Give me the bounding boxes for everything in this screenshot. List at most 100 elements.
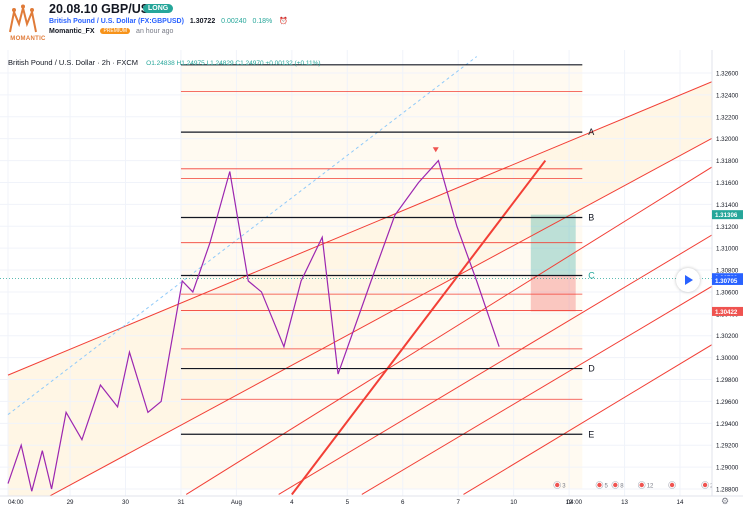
time-tick-label: 13 [621, 499, 628, 506]
level-label-e: E [588, 429, 594, 439]
event-flag-dot [613, 482, 618, 488]
event-flag-dot [702, 482, 708, 488]
price-tick-label: 1.28800 [716, 487, 739, 494]
channel-line [185, 166, 712, 495]
wave-polyline [7, 159, 500, 492]
legend-ohlc: O1.24838 H1.24975 L1.24829 C1.24970 +0.0… [146, 60, 321, 67]
economic-events[interactable]: 3 5 8 12 2 [553, 481, 714, 490]
price-tick-label: 1.29600 [716, 399, 739, 406]
price-tick-label: 1.30200 [716, 333, 739, 340]
time-tick-label: 14 [677, 499, 684, 506]
event-count-label: 8 [620, 484, 624, 490]
price-tick-label: 1.32400 [716, 92, 739, 99]
price-tick-label: 1.29000 [716, 465, 739, 472]
event-count-label: 12 [647, 484, 654, 490]
gear-icon[interactable]: ⚙ [721, 496, 730, 506]
level-label-a: A [588, 127, 594, 137]
price-tick-label: 1.29400 [716, 421, 739, 428]
time-tick-label: 30 [122, 499, 129, 506]
price-tick-label: 1.31200 [716, 224, 739, 231]
level-zone-fill [180, 64, 583, 490]
price-tick-label: 1.31800 [716, 158, 739, 165]
channel-lines[interactable] [7, 64, 743, 509]
channel-line [291, 159, 547, 496]
level-label-b: B [588, 213, 594, 223]
channel-line [278, 234, 712, 495]
long-position-tool[interactable] [530, 214, 576, 312]
time-tick-label: 04:00 [8, 499, 24, 506]
price-axis[interactable]: 1.32600 1.32400 1.32200 1.32000 1.31800 1.316… [711, 50, 743, 496]
author-link[interactable]: Momantic_FX [49, 28, 95, 35]
event-count-label: 2 [710, 484, 714, 490]
event-flag-dot [597, 482, 602, 488]
signal-marker [432, 147, 439, 153]
price-label-box [712, 306, 743, 316]
event-count-label: 3 [562, 484, 566, 490]
horizontal-levels[interactable]: A B C D E [180, 64, 595, 439]
event-flag-dot [669, 482, 675, 488]
price-change-percent: 0.18% [252, 18, 273, 25]
event-flag-dot [555, 482, 560, 488]
event-count-label: 5 [604, 484, 608, 490]
dashed-trend-line [7, 56, 477, 415]
price-label-text: 1.30705 [715, 278, 738, 285]
time-tick-label: 29 [67, 499, 74, 506]
time-tick-label: Aug [231, 499, 243, 506]
price-label-box [712, 275, 743, 285]
channel-line [7, 81, 712, 376]
price-tick-label: 1.31600 [716, 180, 739, 187]
price-tick-label: 1.29200 [716, 443, 739, 450]
price-tick-label: 1.29800 [716, 377, 739, 384]
long-badge: LONG [143, 4, 174, 13]
price-tick-label: 1.32000 [716, 136, 739, 143]
event-flag-dot [639, 482, 644, 488]
play-icon [685, 275, 693, 285]
price-label-text: 1.31306 [715, 212, 738, 219]
grid [0, 50, 712, 496]
channel-line [463, 344, 712, 495]
price-tick-label: 1.30800 [716, 268, 739, 275]
last-price: 1.30722 [189, 18, 216, 25]
author-line: Momantic_FX PREMIUM an hour ago [49, 28, 173, 35]
time-tick-label: 6 [401, 499, 405, 506]
alarm-clock-icon[interactable]: ⏰ [279, 18, 288, 25]
symbol-line: British Pound / U.S. Dollar (FX:GBPUSD) … [49, 17, 288, 25]
channel-line [48, 137, 712, 496]
position-stop-zone [530, 275, 576, 312]
time-tick-label: 12 [566, 499, 573, 506]
time-tick-label: 4 [290, 499, 294, 506]
brand-logo-text: MOMANTIC [10, 36, 46, 42]
price-tick-label: 1.32200 [716, 114, 739, 121]
price-tick-label: 1.32600 [716, 71, 739, 78]
time-tick-label: 7 [456, 499, 460, 506]
dashed-trendline[interactable] [0, 56, 712, 415]
legend-symbol: British Pound / U.S. Dollar · 2h · FXCM [8, 58, 139, 67]
price-tick-label: 1.30000 [716, 355, 739, 362]
time-tick-label: 10 [510, 499, 517, 506]
chart-legend: British Pound / U.S. Dollar · 2h · FXCM … [8, 58, 321, 67]
idea-title: 20.08.10 GBP/USD [49, 2, 159, 16]
wave-pattern[interactable] [7, 159, 500, 492]
channel-line [361, 285, 712, 495]
level-label-d: D [588, 364, 595, 374]
symbol-link[interactable]: British Pound / U.S. Dollar (FX:GBPUSD) [49, 18, 184, 25]
price-tick-label: 1.31400 [716, 202, 739, 209]
time-tick-label: 31 [178, 499, 185, 506]
momantic-logo-icon [9, 4, 37, 33]
brand-logo[interactable]: MOMANTIC [6, 4, 45, 44]
price-tick-label: 1.31000 [716, 246, 739, 253]
play-button[interactable] [676, 268, 700, 292]
time-tick-label: 5 [346, 499, 350, 506]
chart-annotations [432, 147, 439, 153]
price-label-box [712, 210, 743, 220]
idea-header: MOMANTIC 20.08.10 GBP/USD LONG British P… [0, 0, 743, 50]
published-time: an hour ago [136, 28, 174, 35]
price-chart[interactable]: A B C D E 3 5 8 12 2 1.32600 1.32400 1.32200 1.3200… [0, 50, 743, 509]
level-label-c: C [588, 271, 595, 281]
price-label-text: 1.30422 [715, 309, 738, 316]
time-axis[interactable]: 04:00 29 30 31 Aug 4 5 6 7 10 12 13 14 04:00 [0, 495, 743, 506]
channel-fill [8, 64, 712, 496]
premium-badge: PREMIUM [100, 28, 131, 34]
time-tick-label-extra: 04:00 [567, 499, 583, 506]
price-tick-label: 1.30600 [716, 289, 739, 296]
